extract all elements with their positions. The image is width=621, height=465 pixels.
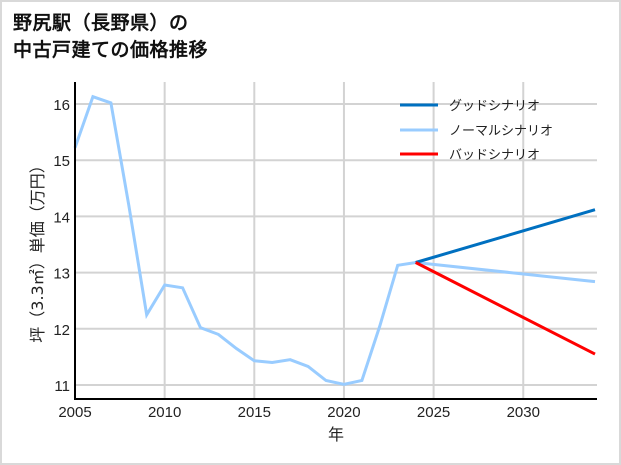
chart-title-line2: 中古戸建ての価格推移 — [13, 39, 209, 61]
legend-label-normal: ノーマルシナリオ — [449, 124, 553, 139]
x-tick-labels: 2005 2010 2015 2020 2025 2030 — [58, 404, 540, 421]
x-tick-label: 2015 — [238, 404, 271, 421]
axes — [74, 82, 597, 400]
y-tick-label: 12 — [53, 322, 70, 339]
x-axis-label: 年 — [328, 425, 344, 444]
x-tick-label: 2010 — [148, 404, 181, 421]
x-tick-label: 2030 — [507, 404, 540, 421]
y-tick-label: 11 — [54, 378, 70, 395]
x-tick-label: 2020 — [327, 404, 360, 421]
chart-title: 野尻駅（長野県）の 中古戸建ての価格推移 — [13, 10, 208, 64]
chart-title-line1: 野尻駅（長野県）の — [13, 12, 189, 34]
y-tick-label: 13 — [53, 266, 70, 283]
y-tick-label: 14 — [53, 209, 70, 226]
series-line — [415, 208, 596, 264]
x-tick-label: 2005 — [58, 404, 91, 421]
y-tick-labels: 11 12 13 14 15 16 — [53, 97, 70, 395]
legend-label-good: グッドシナリオ — [449, 99, 540, 114]
data-series — [73, 94, 596, 386]
legend-label-bad: バッドシナリオ — [449, 148, 540, 163]
y-tick-label: 16 — [53, 97, 70, 114]
legend: グッドシナリオ ノーマルシナリオ バッドシナリオ — [400, 99, 553, 163]
series-line — [73, 94, 596, 386]
series-line — [415, 261, 596, 356]
x-tick-label: 2025 — [417, 404, 450, 421]
y-axis-label: 坪（3.3㎡）単価（万円） — [28, 157, 47, 342]
y-tick-label: 15 — [53, 153, 70, 170]
